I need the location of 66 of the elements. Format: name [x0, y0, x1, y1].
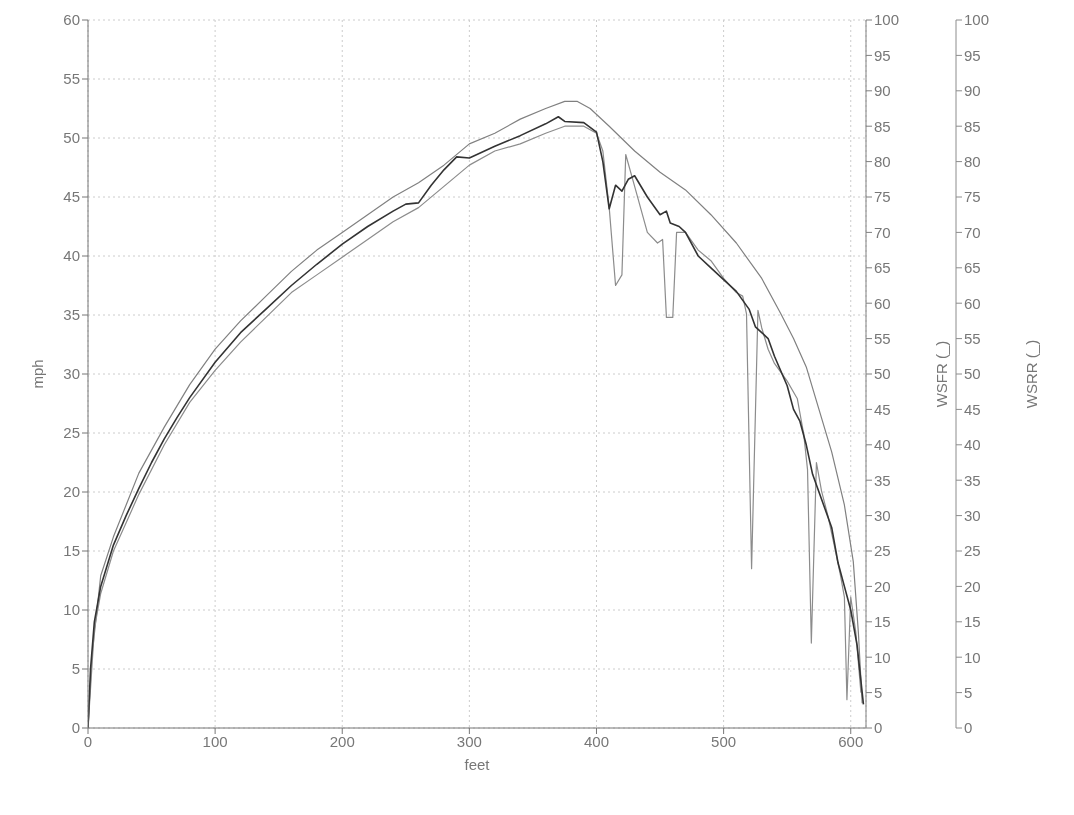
y2-axis-title: WSFR (_) [933, 340, 951, 408]
y2-tick-label: 15 [874, 613, 891, 631]
y2-tick-label: 45 [874, 400, 891, 418]
y3-tick-label: 20 [964, 577, 981, 595]
y2-tick-label: 60 [874, 294, 891, 312]
y2-tick-label: 0 [874, 719, 883, 737]
y2-tick-label: 30 [874, 506, 891, 524]
y3-tick-label: 25 [964, 542, 981, 560]
y2-tick-label: 35 [874, 471, 891, 489]
y2-tick-label: 50 [874, 365, 891, 383]
x-axis-title: feet [464, 756, 491, 773]
y-tick-label: 0 [71, 719, 80, 737]
y2-tick-label: 40 [874, 436, 891, 454]
y2-tick-label: 55 [874, 329, 891, 347]
x-tick-label: 600 [838, 732, 864, 750]
y3-tick-label: 10 [964, 648, 981, 666]
x-tick-label: 0 [83, 732, 93, 750]
y3-tick-label: 80 [964, 152, 981, 170]
y2-tick-label: 20 [874, 577, 891, 595]
y2-tick-label: 85 [874, 117, 891, 135]
y3-tick-label: 30 [964, 506, 981, 524]
y3-tick-label: 50 [964, 365, 981, 383]
y2-tick-label: 90 [874, 82, 891, 100]
y3-tick-label: 55 [964, 329, 981, 347]
y-tick-label: 45 [63, 188, 80, 206]
y-tick-label: 25 [63, 424, 80, 442]
y2-tick-label: 65 [874, 259, 891, 277]
y-tick-label: 10 [63, 601, 80, 619]
y-tick-label: 35 [63, 306, 80, 324]
x-tick-label: 200 [329, 732, 355, 750]
y3-tick-label: 35 [964, 471, 981, 489]
y3-tick-label: 45 [964, 400, 981, 418]
x-tick-label: 400 [583, 732, 610, 750]
y3-tick-label: 0 [964, 719, 973, 737]
y3-tick-label: 40 [964, 436, 981, 454]
y-tick-label: 40 [63, 247, 80, 265]
x-tick-label: 100 [202, 732, 228, 750]
y2-tick-label: 75 [874, 188, 891, 206]
y3-tick-label: 15 [964, 613, 981, 631]
y2-tick-label: 5 [874, 683, 883, 701]
y2-tick-label: 100 [874, 11, 900, 29]
y-tick-label: 30 [63, 365, 80, 383]
y2-tick-label: 70 [874, 223, 891, 241]
y3-tick-label: 75 [964, 188, 981, 206]
y3-tick-label: 85 [964, 117, 981, 135]
y3-tick-label: 5 [964, 683, 973, 701]
y3-axis-title: WSRR (_) [1023, 339, 1041, 409]
y3-tick-label: 100 [964, 11, 990, 29]
y2-tick-label: 80 [874, 152, 891, 170]
y2-tick-label: 25 [874, 542, 891, 560]
y-tick-label: 15 [63, 542, 80, 560]
y3-tick-label: 90 [964, 82, 981, 100]
y-tick-label: 50 [63, 129, 80, 147]
y3-tick-label: 65 [964, 259, 981, 277]
x-tick-label: 500 [711, 732, 737, 750]
y-axis-title: mph [29, 359, 47, 389]
y-tick-label: 55 [63, 70, 80, 88]
y3-tick-label: 95 [964, 46, 981, 64]
y3-tick-label: 70 [964, 223, 981, 241]
y3-tick-label: 60 [964, 294, 981, 312]
x-tick-label: 300 [456, 732, 482, 750]
y2-tick-label: 95 [874, 46, 891, 64]
y2-tick-label: 10 [874, 648, 891, 666]
y-tick-label: 5 [71, 660, 80, 678]
y-tick-label: 60 [63, 11, 80, 29]
y-tick-label: 20 [63, 483, 80, 501]
